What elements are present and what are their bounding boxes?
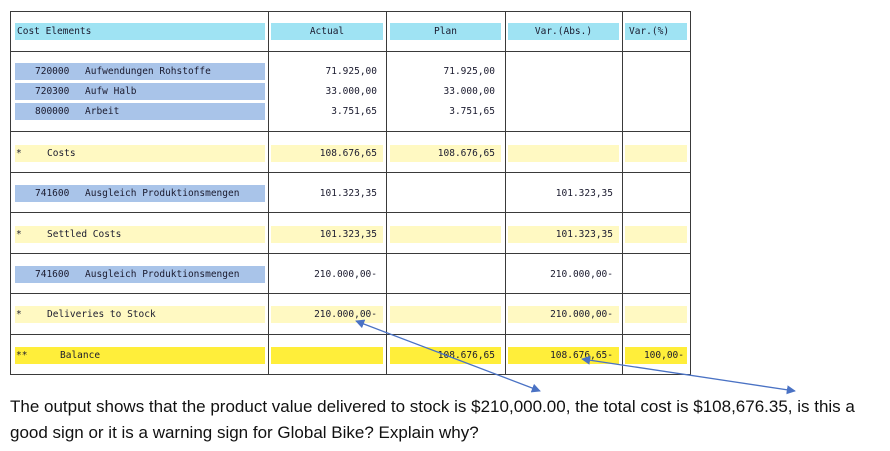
table-border-top: [10, 11, 691, 12]
balance-label: Balance: [60, 350, 101, 361]
cost-element-code: 720000: [35, 66, 70, 77]
deliveries-var-abs-value: 210.000,00-: [508, 306, 619, 323]
balance-actual-value: [271, 347, 383, 364]
table-row[interactable]: 720000 Aufwendungen Rohstoffe: [15, 63, 265, 80]
table-divider: [10, 253, 691, 254]
table-divider: [10, 51, 691, 52]
cost-element-name: Ausgleich Produktionsmengen: [85, 269, 240, 280]
question-caption: The output shows that the product value …: [10, 397, 855, 442]
table-row[interactable]: 720300 Aufw Halb: [15, 83, 265, 100]
deliveries-var-pct-value: [625, 306, 687, 323]
subtotal-row-costs[interactable]: * Costs: [15, 145, 265, 162]
column-divider: [505, 11, 506, 375]
table-divider: [10, 212, 691, 213]
subtotal-row-settled-costs[interactable]: * Settled Costs: [15, 226, 265, 243]
actual-value: 101.323,35: [319, 188, 377, 199]
cost-element-code: 800000: [35, 106, 70, 117]
arrow-balance-to-caption: [581, 355, 796, 395]
settled-plan-value: [390, 226, 501, 243]
var-abs-value: 210.000,00-: [550, 269, 613, 280]
arrow-delivery-to-caption: [355, 319, 541, 393]
table-row[interactable]: 741600 Ausgleich Produktionsmengen: [15, 185, 265, 202]
subtotal-marker: *: [16, 148, 22, 159]
costs-plan-value: 108.676,65: [390, 145, 501, 162]
table-divider: [10, 131, 691, 132]
subtotal-row-deliveries[interactable]: * Deliveries to Stock: [15, 306, 265, 323]
deliveries-plan-value: [390, 306, 501, 323]
plan-value: 33.000,00: [443, 86, 495, 97]
settled-actual-value: 101.323,35: [271, 226, 383, 243]
table-border-bottom: [10, 374, 691, 375]
cost-element-name: Aufwendungen Rohstoffe: [85, 66, 211, 77]
cost-element-name: Arbeit: [85, 106, 120, 117]
actual-value: 33.000,00: [325, 86, 377, 97]
subtotal-label: Settled Costs: [47, 229, 122, 240]
balance-marker: **: [16, 350, 28, 361]
cost-element-name: Ausgleich Produktionsmengen: [85, 188, 240, 199]
column-divider: [622, 11, 623, 375]
var-abs-value: 101.323,35: [555, 188, 613, 199]
cost-element-code: 741600: [35, 269, 70, 280]
subtotal-label: Costs: [47, 148, 76, 159]
cost-element-code: 720300: [35, 86, 70, 97]
table-row[interactable]: 741600 Ausgleich Produktionsmengen: [15, 266, 265, 283]
column-divider: [386, 11, 387, 375]
header-plan[interactable]: Plan: [390, 23, 501, 40]
table-divider: [10, 172, 691, 173]
balance-row[interactable]: ** Balance: [15, 347, 265, 364]
table-border-right: [690, 11, 691, 375]
costs-actual-value: 108.676,65: [271, 145, 383, 162]
actual-value: 71.925,00: [325, 66, 377, 77]
plan-value: 71.925,00: [443, 66, 495, 77]
table-divider: [10, 334, 691, 335]
settled-var-abs-value: 101.323,35: [508, 226, 619, 243]
subtotal-marker: *: [16, 309, 22, 320]
plan-value: 3.751,65: [449, 106, 495, 117]
column-divider: [268, 11, 269, 375]
deliveries-actual-value: 210.000,00-: [271, 306, 383, 323]
table-row[interactable]: 800000 Arbeit: [15, 103, 265, 120]
header-var-pct[interactable]: Var.(%): [625, 23, 687, 40]
table-border-left: [10, 11, 11, 375]
cost-element-name: Aufw Halb: [85, 86, 137, 97]
actual-value: 3.751,65: [331, 106, 377, 117]
costs-var-abs-value: [508, 145, 619, 162]
header-actual[interactable]: Actual: [271, 23, 383, 40]
cost-element-code: 741600: [35, 188, 70, 199]
settled-var-pct-value: [625, 226, 687, 243]
actual-value: 210.000,00-: [314, 269, 377, 280]
table-divider: [10, 293, 691, 294]
costs-var-pct-value: [625, 145, 687, 162]
header-var-abs[interactable]: Var.(Abs.): [508, 23, 619, 40]
subtotal-label: Deliveries to Stock: [47, 309, 156, 320]
subtotal-marker: *: [16, 229, 22, 240]
header-cost-elements[interactable]: Cost Elements: [15, 23, 265, 40]
